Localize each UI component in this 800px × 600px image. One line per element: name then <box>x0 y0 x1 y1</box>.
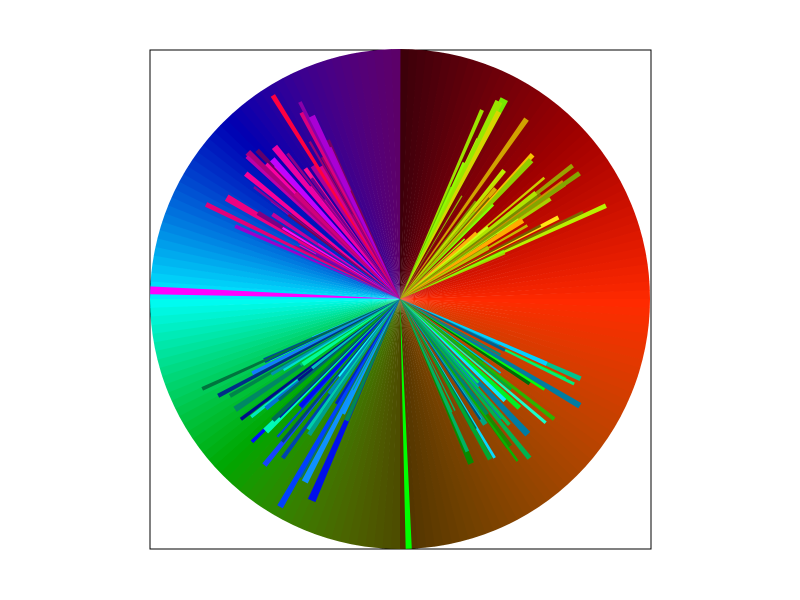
color-wheel <box>148 47 652 551</box>
